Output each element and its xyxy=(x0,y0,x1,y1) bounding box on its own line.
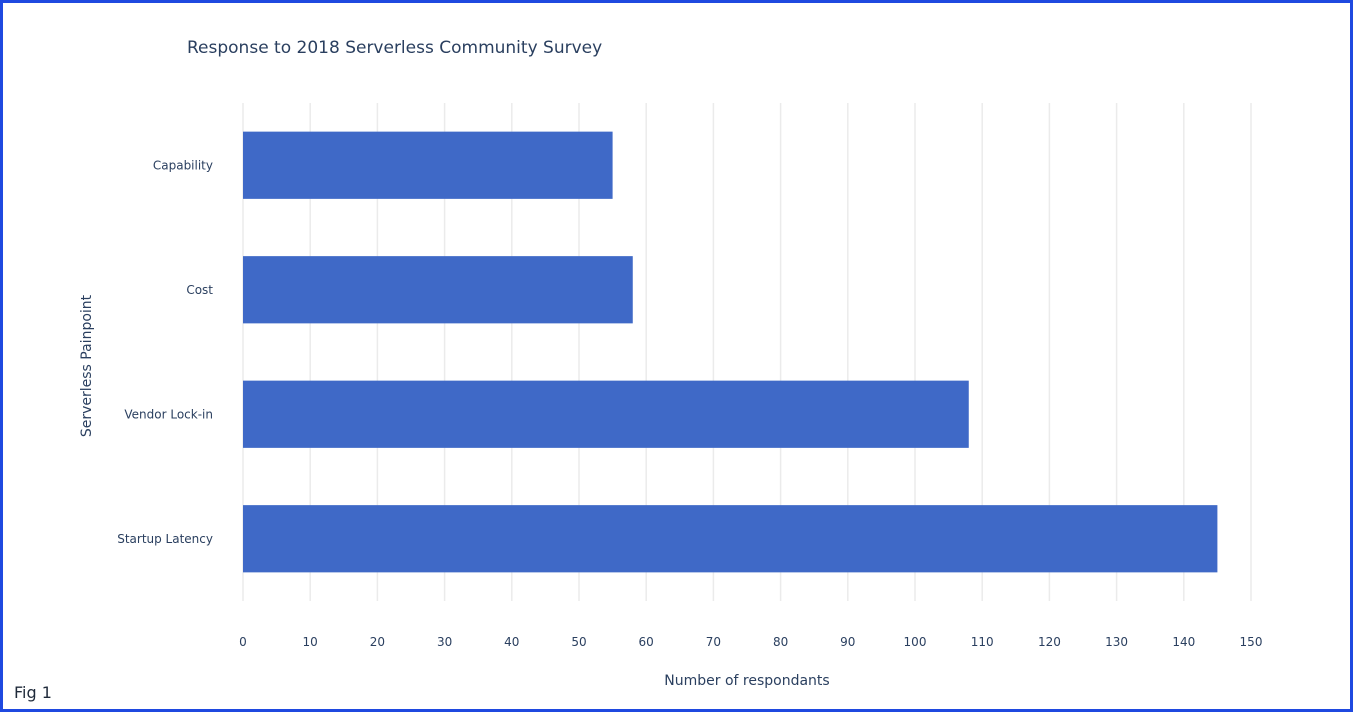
bar-cost xyxy=(243,256,633,324)
bar-capability xyxy=(243,131,613,199)
y-tick-label: Cost xyxy=(186,283,213,297)
x-tick-label: 80 xyxy=(773,635,788,649)
y-axis-title: Serverless Painpoint xyxy=(79,294,95,437)
y-tick-label: Capability xyxy=(153,158,213,172)
y-tick-label: Vendor Lock-in xyxy=(124,407,213,421)
figure-caption: Fig 1 xyxy=(14,683,52,702)
x-tick-label: 120 xyxy=(1038,635,1061,649)
x-tick-label: 130 xyxy=(1105,635,1128,649)
chart-title: Response to 2018 Serverless Community Su… xyxy=(187,38,602,58)
x-tick-label: 60 xyxy=(639,635,654,649)
x-tick-label: 150 xyxy=(1240,635,1263,649)
bar-startup-latency xyxy=(243,505,1218,573)
bar-chart: Response to 2018 Serverless Community Su… xyxy=(79,38,1262,689)
x-tick-label: 70 xyxy=(706,635,721,649)
x-tick-label: 20 xyxy=(370,635,385,649)
x-tick-label: 140 xyxy=(1172,635,1195,649)
x-tick-label: 110 xyxy=(971,635,994,649)
x-tick-label: 30 xyxy=(437,635,452,649)
x-tick-label: 0 xyxy=(239,635,247,649)
bars xyxy=(243,131,1218,573)
x-tick-label: 50 xyxy=(571,635,586,649)
y-tick-label: Startup Latency xyxy=(117,532,213,546)
x-tick-label: 10 xyxy=(303,635,318,649)
x-tick-labels: 0 10 20 30 40 50 60 70 80 90 100 110 120 130 140 150 xyxy=(239,635,1262,649)
x-tick-label: 40 xyxy=(504,635,519,649)
x-tick-label: 90 xyxy=(840,635,855,649)
x-tick-label: 100 xyxy=(904,635,927,649)
x-axis-title: Number of respondants xyxy=(664,673,829,689)
bar-vendor-lock-in xyxy=(243,380,969,448)
y-tick-labels: Capability Cost Vendor Lock-in Startup Late… xyxy=(117,158,213,546)
